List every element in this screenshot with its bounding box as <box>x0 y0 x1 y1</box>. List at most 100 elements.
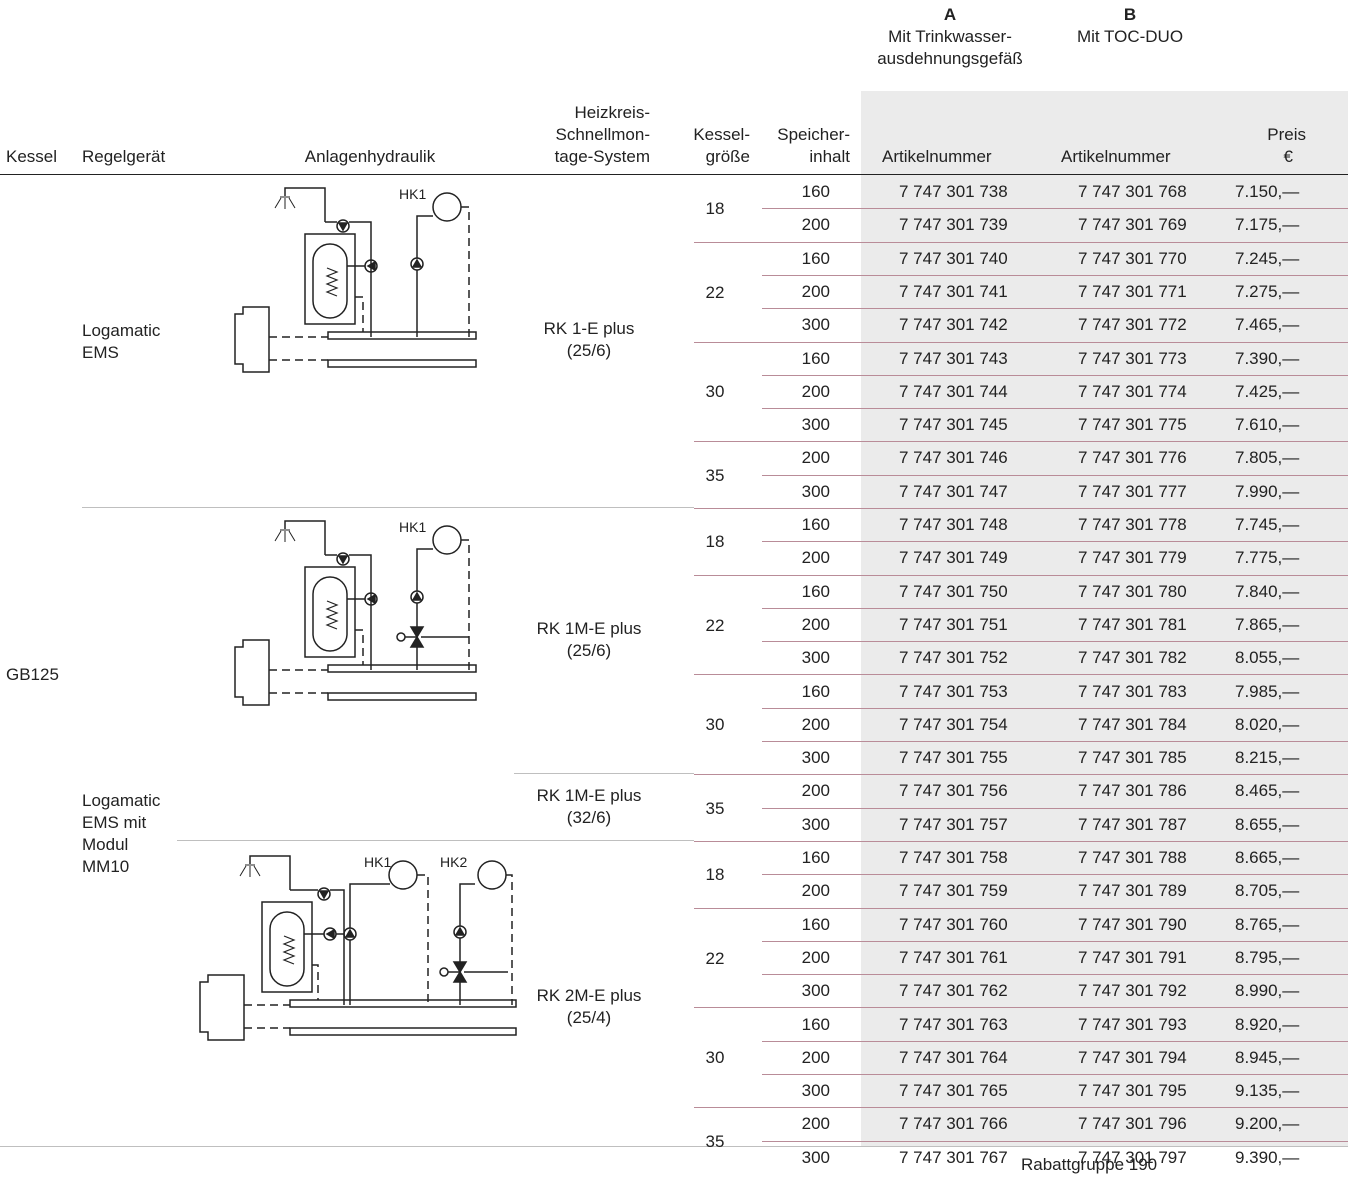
artikelnummer-b-cell: 7 747 301 791 <box>1078 947 1187 967</box>
speicherinhalt-cell: 160 <box>801 681 830 701</box>
preis-cell: 9.135,— <box>1235 1081 1300 1101</box>
row-separator <box>694 1007 1348 1008</box>
artikelnummer-a-cell: 7 747 301 739 <box>899 215 1008 235</box>
preis-cell: 7.840,— <box>1235 581 1300 601</box>
speicherinhalt-cell: 160 <box>801 914 830 934</box>
artikelnummer-a-cell: 7 747 301 750 <box>899 581 1008 601</box>
speicherinhalt-cell: 160 <box>801 182 830 201</box>
row-separator <box>762 808 1348 809</box>
preis-cell: 8.655,— <box>1235 814 1300 834</box>
speicherinhalt-cell: 200 <box>801 614 830 634</box>
table-bottom-rule <box>0 1146 1348 1147</box>
column-a-desc-line2: ausdehnungsgefäß <box>877 49 1023 68</box>
artikelnummer-a-cell: 7 747 301 749 <box>899 548 1008 568</box>
row-separator <box>694 242 1348 243</box>
row-separator <box>762 208 1348 209</box>
price-column-background <box>861 91 1348 1147</box>
row-separator <box>762 641 1348 642</box>
preis-cell: 7.865,— <box>1235 614 1300 634</box>
preis-cell: 7.390,— <box>1235 348 1300 368</box>
artikelnummer-a-cell: 7 747 301 740 <box>899 248 1008 268</box>
schematic-1-hk1-label: HK1 <box>399 186 427 202</box>
artikelnummer-a-cell: 7 747 301 764 <box>899 1047 1008 1067</box>
row-separator <box>694 908 1348 909</box>
row-separator <box>762 741 1348 742</box>
speicherinhalt-cell: 300 <box>801 748 830 768</box>
speicherinhalt-cell: 200 <box>801 947 830 967</box>
artikelnummer-a-cell: 7 747 301 748 <box>899 515 1008 534</box>
preis-cell: 7.425,— <box>1235 381 1300 401</box>
artikelnummer-b-cell: 7 747 301 782 <box>1078 648 1187 668</box>
artikelnummer-a-cell: 7 747 301 755 <box>899 748 1008 768</box>
row-separator <box>694 674 1348 675</box>
artikelnummer-b-cell: 7 747 301 793 <box>1078 1014 1187 1034</box>
hydraulic-schematic-2 <box>234 520 477 706</box>
artikelnummer-a-cell: 7 747 301 744 <box>899 381 1008 401</box>
speicherinhalt-cell: 300 <box>801 1081 830 1101</box>
kessel-gb125: GB125 <box>6 665 59 684</box>
speicherinhalt-cell: 200 <box>801 781 830 801</box>
rk-4-spec: (25/4) <box>566 1008 612 1027</box>
speicherinhalt-cell: 160 <box>801 348 830 368</box>
header-kesselgroesse-l2: größe <box>705 147 750 166</box>
artikelnummer-b-cell: 7 747 301 775 <box>1078 415 1187 435</box>
artikelnummer-b-cell: 7 747 301 788 <box>1078 848 1187 867</box>
artikelnummer-a-cell: 7 747 301 767 <box>899 1147 1008 1167</box>
artikelnummer-a-cell: 7 747 301 753 <box>899 681 1008 701</box>
header-regelgeraet: Regelgerät <box>82 147 166 166</box>
speicherinhalt-cell: 200 <box>801 881 830 901</box>
row-separator <box>762 541 1348 542</box>
rk-3-spec: (32/6) <box>566 808 612 827</box>
artikelnummer-b-cell: 7 747 301 787 <box>1078 814 1187 834</box>
artikelnummer-b-cell: 7 747 301 779 <box>1078 548 1187 568</box>
artikelnummer-a-cell: 7 747 301 754 <box>899 714 1008 734</box>
artikelnummer-b-cell: 7 747 301 774 <box>1078 381 1187 401</box>
header-heizkreis-l1: Heizkreis- <box>574 103 650 122</box>
row-separator <box>762 1074 1348 1075</box>
artikelnummer-b-cell: 7 747 301 785 <box>1078 748 1187 768</box>
row-separator <box>762 375 1348 376</box>
header-heizkreis-l3: tage-System <box>554 147 650 166</box>
kesselgroesse-cell: 18 <box>705 199 725 219</box>
artikelnummer-b-cell: 7 747 301 772 <box>1078 315 1187 335</box>
preis-cell: 7.150,— <box>1235 182 1300 201</box>
speicherinhalt-cell: 160 <box>801 248 830 268</box>
speicherinhalt-cell: 160 <box>801 848 830 867</box>
kesselgroesse-cell: 30 <box>705 715 725 735</box>
row-separator <box>762 408 1348 409</box>
column-a-desc-line1: Mit Trinkwasser- <box>888 27 1012 46</box>
schematic-3-hk2-label: HK2 <box>440 854 468 870</box>
row-separator <box>694 342 1348 343</box>
speicherinhalt-cell: 160 <box>801 581 830 601</box>
preis-cell: 8.795,— <box>1235 947 1300 967</box>
rk-2-name: RK 1M-E plus <box>536 619 642 638</box>
preis-cell: 7.610,— <box>1235 415 1300 435</box>
row-separator <box>694 508 1348 509</box>
preis-cell: 8.920,— <box>1235 1014 1300 1034</box>
section-separator-2 <box>514 773 694 774</box>
artikelnummer-a-cell: 7 747 301 761 <box>899 947 1008 967</box>
preis-cell: 7.465,— <box>1235 315 1300 335</box>
header-heizkreis-l2: Schnellmon- <box>555 125 651 144</box>
artikelnummer-b-cell: 7 747 301 780 <box>1078 581 1187 601</box>
preis-cell: 7.805,— <box>1235 448 1300 468</box>
regel-mm10-l3: Modul <box>82 835 129 854</box>
column-b-letter: B <box>1123 5 1137 24</box>
artikelnummer-b-cell: 7 747 301 784 <box>1078 714 1187 734</box>
speicherinhalt-cell: 300 <box>801 981 830 1001</box>
row-separator <box>762 308 1348 309</box>
row-separator <box>762 608 1348 609</box>
rk-3-name: RK 1M-E plus <box>536 786 642 805</box>
speicherinhalt-cell: 300 <box>801 315 830 335</box>
header-speicher-l1: Speicher- <box>777 125 850 144</box>
row-separator <box>694 575 1348 576</box>
preis-cell: 7.245,— <box>1235 248 1300 268</box>
speicherinhalt-cell: 200 <box>801 448 830 468</box>
artikelnummer-b-cell: 7 747 301 783 <box>1078 681 1187 701</box>
preis-cell: 8.765,— <box>1235 914 1300 934</box>
artikelnummer-b-cell: 7 747 301 796 <box>1078 1114 1187 1134</box>
artikelnummer-a-cell: 7 747 301 738 <box>899 182 1008 201</box>
row-separator <box>762 475 1348 476</box>
header-kesselgroesse-l1: Kessel- <box>693 125 750 144</box>
artikelnummer-a-cell: 7 747 301 765 <box>899 1081 1008 1101</box>
